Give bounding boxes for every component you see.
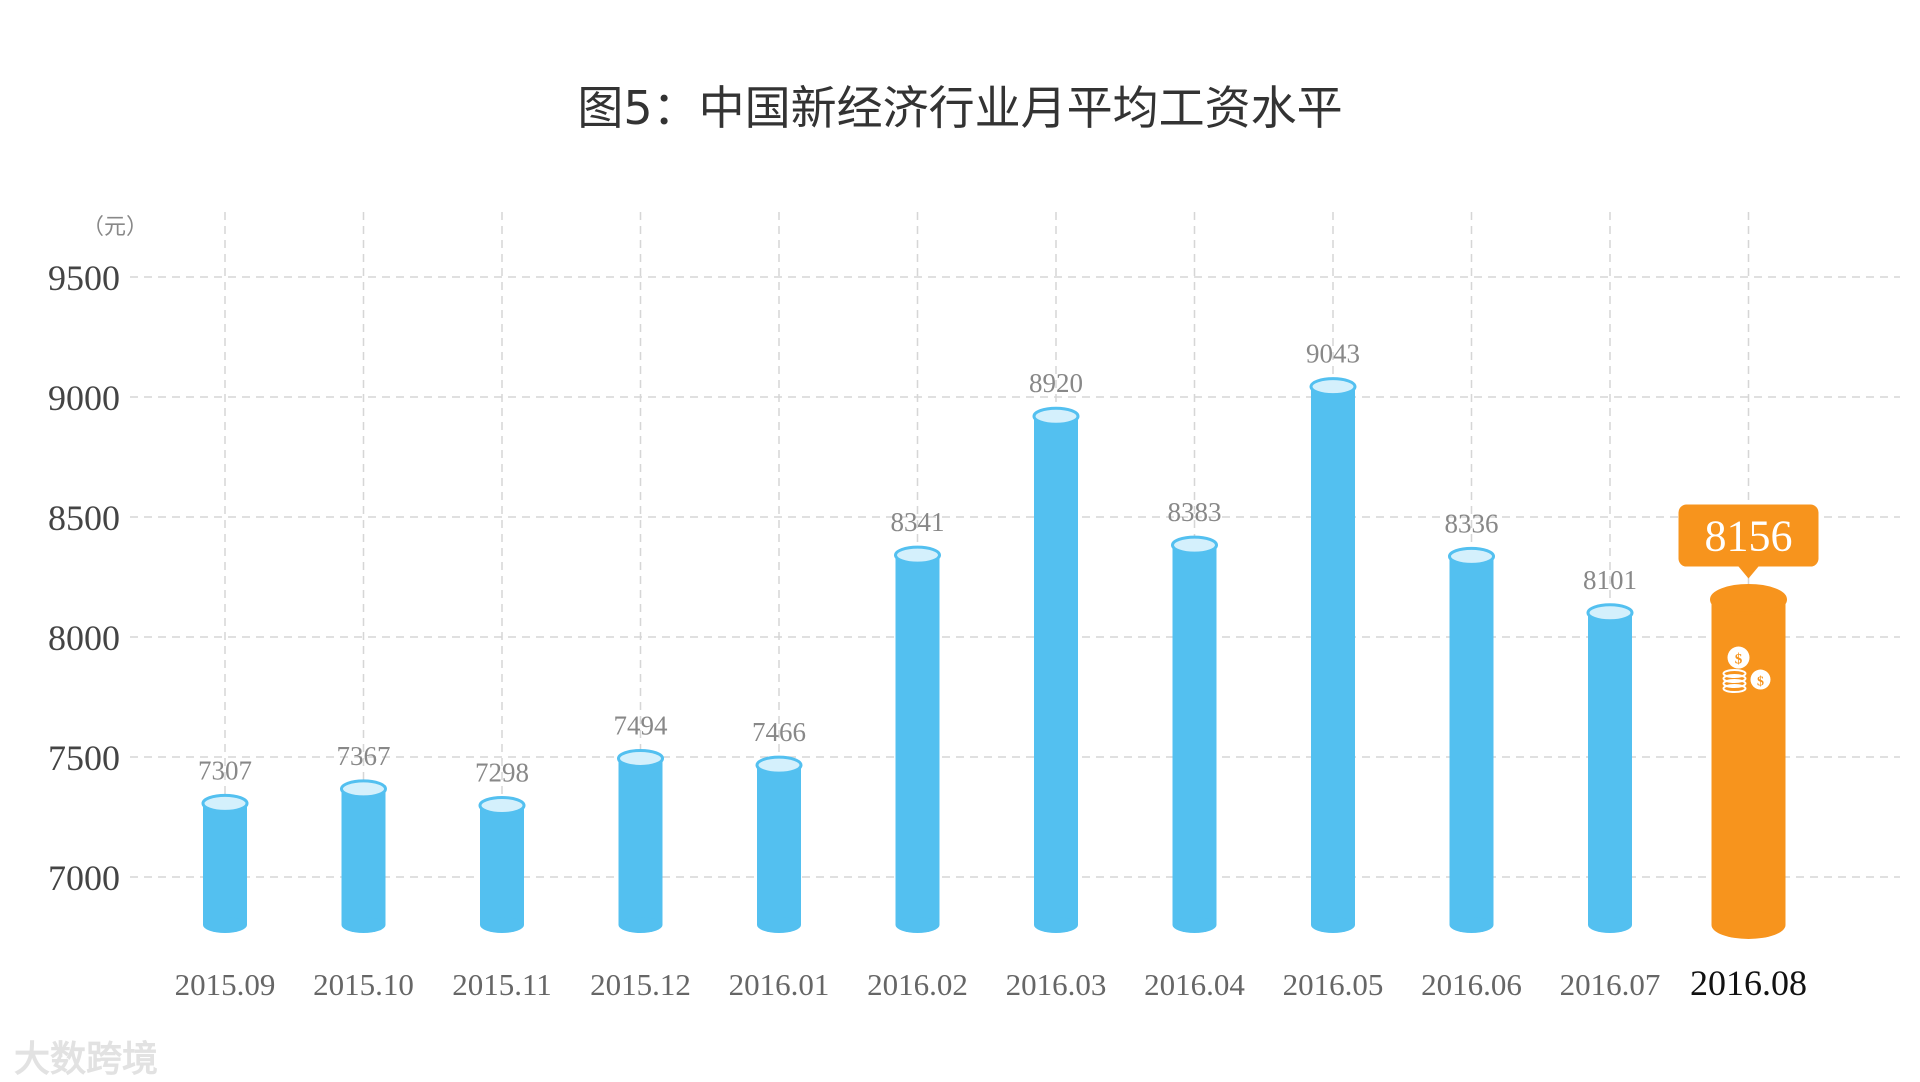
bar: 8383	[1168, 497, 1222, 933]
bar-body	[757, 765, 801, 925]
highlight-value: 8156	[1705, 512, 1793, 561]
x-tick-label: 2016.07	[1560, 967, 1661, 1002]
bar-top	[201, 793, 249, 813]
bar-body	[480, 805, 524, 925]
bar: 7466	[752, 717, 806, 933]
bar: 8336	[1445, 508, 1499, 933]
bar-top	[1309, 377, 1357, 397]
bar-body	[1311, 386, 1355, 925]
bar: 8101	[1583, 565, 1637, 933]
y-tick-label: 8500	[48, 498, 120, 538]
bar-bottom	[895, 917, 940, 933]
y-tick-label: 9000	[48, 378, 120, 418]
y-tick-label: 8000	[48, 618, 120, 658]
data-label: 7494	[614, 710, 669, 740]
bar-top	[478, 795, 526, 815]
bar-body	[1172, 545, 1217, 925]
bar-top	[617, 748, 664, 768]
y-tick-label: 7000	[48, 858, 120, 898]
bar-bottom	[1711, 911, 1786, 939]
bar-bottom	[203, 917, 247, 933]
bar-body	[1034, 416, 1078, 925]
bar-bottom	[618, 917, 663, 933]
bar-body	[1588, 612, 1632, 925]
y-tick-label: 7500	[48, 738, 120, 778]
bar-bottom	[341, 917, 386, 933]
bar-bottom	[1449, 917, 1494, 933]
bar-bottom	[757, 917, 801, 933]
x-tick-label: 2015.10	[313, 967, 414, 1002]
bar-top	[755, 755, 803, 775]
y-axis: 7000 7500 8000 8500 9000 9500 （元）	[48, 215, 148, 898]
data-label: 7307	[198, 755, 252, 785]
bar: 7494	[614, 710, 669, 933]
bar-top	[894, 545, 941, 565]
data-label: 8383	[1168, 497, 1222, 527]
bar-body	[1711, 599, 1786, 925]
grid	[130, 212, 1900, 930]
x-tick-label: 2015.09	[175, 967, 276, 1002]
bar-body	[618, 758, 663, 925]
bar-bottom	[1588, 917, 1632, 933]
bar: 8341	[891, 507, 945, 933]
bar-body	[341, 788, 386, 925]
bar: 7298	[475, 757, 529, 933]
bars: 7307 7367 7298 7494 7466 8341 8920 8383 9043 8336…	[198, 339, 1819, 939]
svg-text:$: $	[1757, 675, 1764, 690]
x-tick-label: 2016.02	[867, 967, 968, 1002]
callout-pointer	[1738, 566, 1759, 579]
x-tick-label: 2016.06	[1421, 967, 1522, 1002]
x-tick-label: 2016.01	[729, 967, 830, 1002]
highlight-callout	[1678, 504, 1819, 567]
data-label: 7466	[752, 717, 806, 747]
bar-highlight: 8156$$	[1678, 504, 1819, 939]
svg-text:$: $	[1735, 652, 1743, 668]
data-label: 8920	[1029, 368, 1083, 398]
data-label: 8101	[1583, 565, 1637, 595]
watermark-logo: 大数跨境	[14, 1039, 159, 1080]
bar-body	[1449, 556, 1494, 925]
x-tick-label: 2015.12	[590, 967, 691, 1002]
bar-body	[895, 555, 940, 925]
data-label: 8336	[1445, 508, 1499, 538]
x-tick-label: 2016.04	[1144, 967, 1245, 1002]
data-label: 9043	[1306, 339, 1360, 369]
x-tick-label: 2015.11	[452, 967, 552, 1002]
bar-bottom	[1034, 917, 1078, 933]
y-tick-label: 9500	[48, 258, 120, 298]
x-tick-label: 2016.08	[1690, 963, 1807, 1003]
y-axis-unit: （元）	[82, 215, 148, 240]
bar-body	[203, 803, 247, 925]
chart-title: 图5：中国新经济行业月平均工资水平	[577, 81, 1343, 135]
bar-top	[1171, 535, 1218, 555]
data-label: 7298	[475, 757, 529, 787]
bar-top	[340, 779, 387, 799]
data-label: 8341	[891, 507, 945, 537]
coin-stack-icon: $$	[1722, 646, 1771, 694]
x-tick-label: 2016.05	[1283, 967, 1384, 1002]
bar-top	[1710, 584, 1787, 616]
bar: 8920	[1029, 368, 1083, 933]
data-label: 7367	[337, 741, 391, 771]
bar-top	[1448, 546, 1495, 566]
x-axis: 2015.09 2015.10 2015.11 2015.12 2016.01 2016.…	[175, 963, 1807, 1003]
bar: 7307	[198, 755, 252, 933]
bar-bottom	[1172, 917, 1217, 933]
bar-top	[1032, 406, 1080, 426]
bar-bottom	[1311, 917, 1355, 933]
bar-top	[1586, 603, 1634, 623]
bar: 7367	[337, 741, 391, 933]
bar-bottom	[480, 917, 524, 933]
bar: 9043	[1306, 339, 1360, 933]
x-tick-label: 2016.03	[1006, 967, 1107, 1002]
